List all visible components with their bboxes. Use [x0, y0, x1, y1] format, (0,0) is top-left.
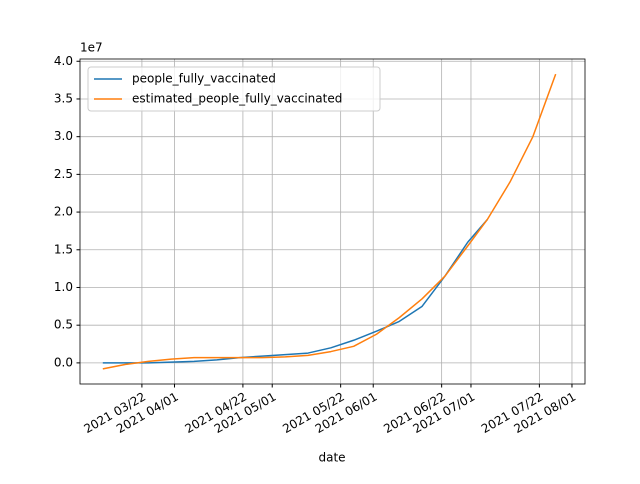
- axes-frame: [79, 58, 586, 385]
- legend-box: [87, 66, 381, 112]
- y-tick-label: 3.5: [54, 91, 73, 105]
- y-tick-label: 4.0: [54, 54, 73, 68]
- y-tick-label: 3.0: [54, 129, 73, 143]
- y-tick-label: 0.5: [54, 318, 73, 332]
- legend: people_fully_vaccinated estimated_people_…: [87, 66, 381, 112]
- series-line: [102, 73, 557, 370]
- series-line: [102, 219, 488, 364]
- y-tick-label: 2.0: [54, 205, 73, 219]
- legend-label: people_fully_vaccinated: [132, 72, 276, 86]
- y-tick-label: 2.5: [54, 167, 73, 181]
- y-tick-label: 1.5: [54, 242, 73, 256]
- y-tick-label: 0.0: [54, 355, 73, 369]
- legend-label: estimated_people_fully_vaccinated: [132, 92, 342, 106]
- y-offset-label: 1e7: [80, 41, 103, 55]
- y-tick-label: 1.0: [54, 280, 73, 294]
- x-axis-label: date: [318, 451, 345, 465]
